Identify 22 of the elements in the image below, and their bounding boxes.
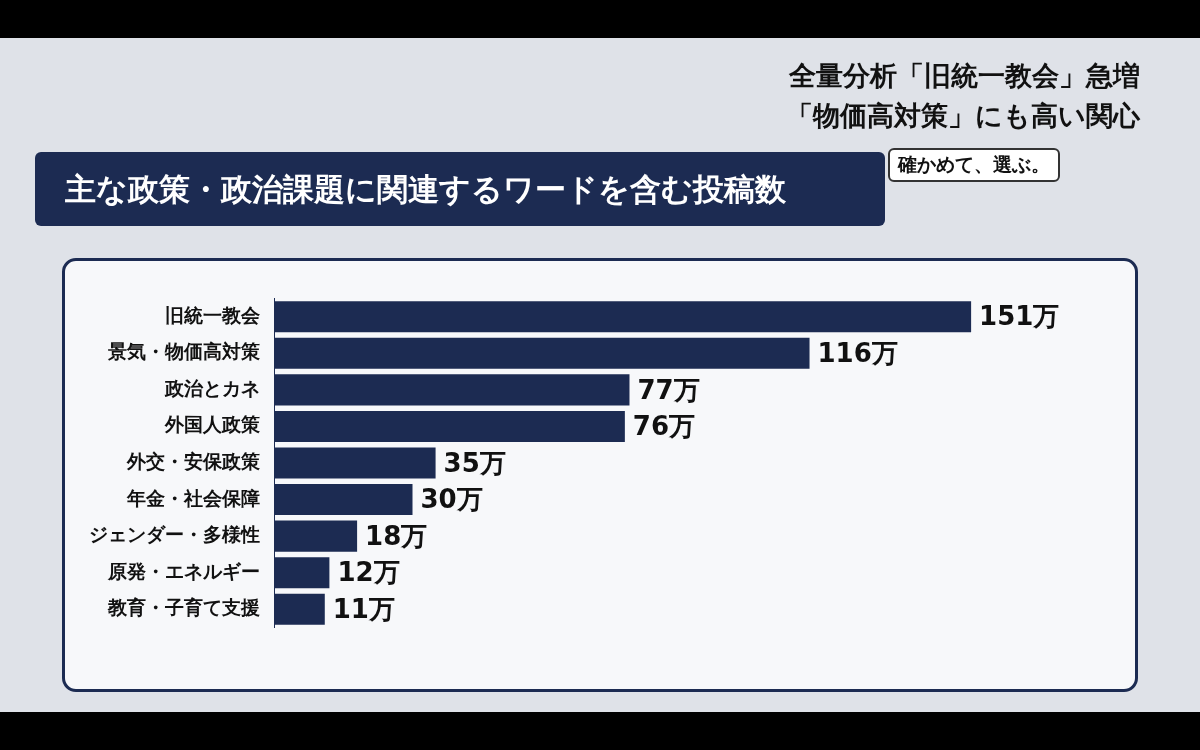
y-tick-label: 政治とカネ (164, 376, 260, 399)
y-tick-label: 外交・安保政策 (126, 449, 260, 472)
y-tick-label: 外国人政策 (164, 413, 260, 436)
y-tick-label: 原発・エネルギー (107, 559, 260, 582)
data-label: 77万 (637, 374, 700, 405)
data-label: 12万 (337, 557, 400, 588)
text: 全量分析「旧統一教会」急増 (789, 59, 1140, 93)
data-label: 76万 (632, 411, 696, 442)
data-label: 18万 (365, 520, 428, 551)
text: 確かめて、選ぶ。 (888, 148, 1060, 182)
data-label: 35万 (443, 447, 506, 478)
data-label: 151万 (979, 301, 1060, 332)
text: 「物価高対策」にも高い関心 (786, 99, 1140, 133)
y-tick-label: ジェンダー・多様性 (89, 523, 260, 546)
data-label: 30万 (420, 484, 483, 515)
data-label: 11万 (332, 594, 395, 625)
chart-title: 主な政策・政治課題に関連するワードを含む投稿数 (35, 152, 885, 226)
y-tick-label: 年金・社会保障 (126, 486, 260, 509)
y-tick-label: 旧統一教会 (165, 303, 261, 326)
y-tick-label: 教育・子育て支援 (107, 596, 260, 619)
data-label: 116万 (817, 338, 898, 369)
y-tick-label: 景気・物価高対策 (107, 340, 260, 363)
